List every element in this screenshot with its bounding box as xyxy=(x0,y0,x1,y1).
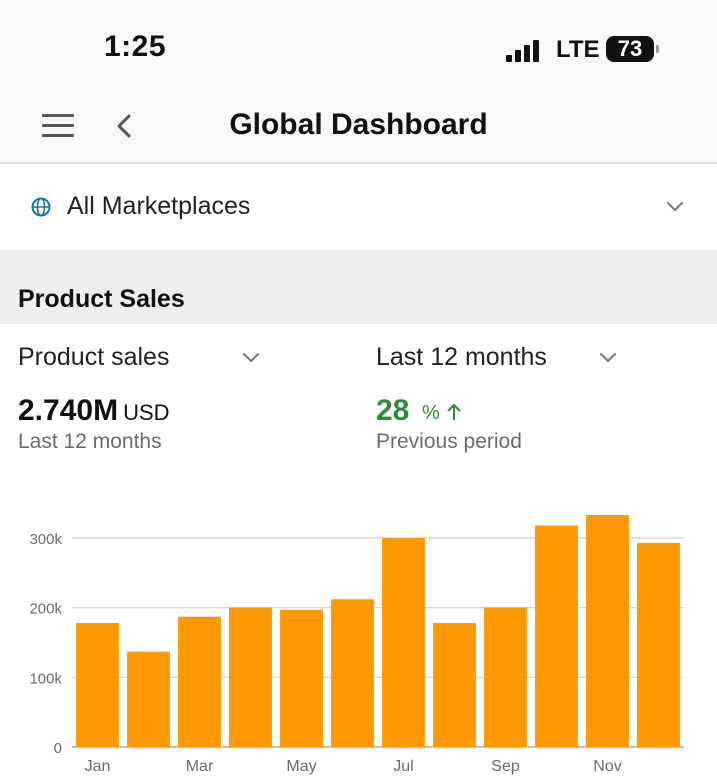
bar-mar[interactable] xyxy=(178,616,221,747)
signal-icon xyxy=(506,38,542,62)
x-tick-label: May xyxy=(286,758,316,775)
x-tick-label: Mar xyxy=(186,758,214,775)
sales-value: 2.740M USD xyxy=(18,394,170,428)
sales-currency: USD xyxy=(123,400,170,425)
status-bar: 1:25 LTE 73 xyxy=(0,0,717,92)
sales-amount: 2.740M xyxy=(18,394,119,427)
metric-select[interactable]: Product sales xyxy=(18,343,170,371)
section-header: Product Sales xyxy=(0,250,717,324)
bar-aug[interactable] xyxy=(433,622,476,747)
bar-jul[interactable] xyxy=(382,538,425,747)
bar-dec[interactable] xyxy=(637,542,680,747)
sales-period-label: Last 12 months xyxy=(18,430,162,453)
y-tick-label: 100k xyxy=(29,670,62,687)
x-tick-label: Jul xyxy=(393,758,413,775)
bar-nov[interactable] xyxy=(586,515,629,747)
page-title: Global Dashboard xyxy=(229,108,488,141)
y-tick-label: 300k xyxy=(29,531,62,548)
bar-feb[interactable] xyxy=(127,651,170,747)
bar-sep[interactable] xyxy=(484,607,527,747)
change-unit: % xyxy=(422,402,440,424)
bar-jun[interactable] xyxy=(331,599,374,747)
chevron-down-icon[interactable] xyxy=(599,351,617,365)
nav-bar: Global Dashboard xyxy=(0,92,717,164)
battery-icon: 73 xyxy=(606,36,659,62)
y-tick-label: 0 xyxy=(54,740,62,757)
back-chevron-icon[interactable] xyxy=(112,110,136,142)
chevron-down-icon xyxy=(667,202,683,211)
bar-may[interactable] xyxy=(280,609,323,747)
y-tick-label: 200k xyxy=(29,601,62,618)
marketplace-selector[interactable]: All Marketplaces xyxy=(0,164,717,250)
marketplace-label: All Marketplaces xyxy=(67,192,251,220)
arrow-up-icon xyxy=(447,404,461,420)
bar-apr[interactable] xyxy=(229,607,272,747)
network-type: LTE xyxy=(556,36,600,63)
change-value: 28 xyxy=(376,394,410,427)
comparison-label: Previous period xyxy=(376,430,522,453)
x-tick-label: Sep xyxy=(491,758,520,775)
chevron-down-icon[interactable] xyxy=(242,351,260,365)
period-select[interactable]: Last 12 months xyxy=(376,343,547,371)
section-title: Product Sales xyxy=(18,285,185,313)
globe-icon xyxy=(31,197,51,217)
bar-jan[interactable] xyxy=(76,622,119,747)
menu-icon[interactable] xyxy=(42,114,74,138)
status-time: 1:25 xyxy=(104,30,167,63)
bar-oct[interactable] xyxy=(535,525,578,747)
x-tick-label: Nov xyxy=(593,758,621,775)
sales-bar-chart: 0 100k 200k 300k Jan Mar May Jul Sep Nov xyxy=(29,515,684,775)
x-tick-label: Jan xyxy=(85,758,111,775)
